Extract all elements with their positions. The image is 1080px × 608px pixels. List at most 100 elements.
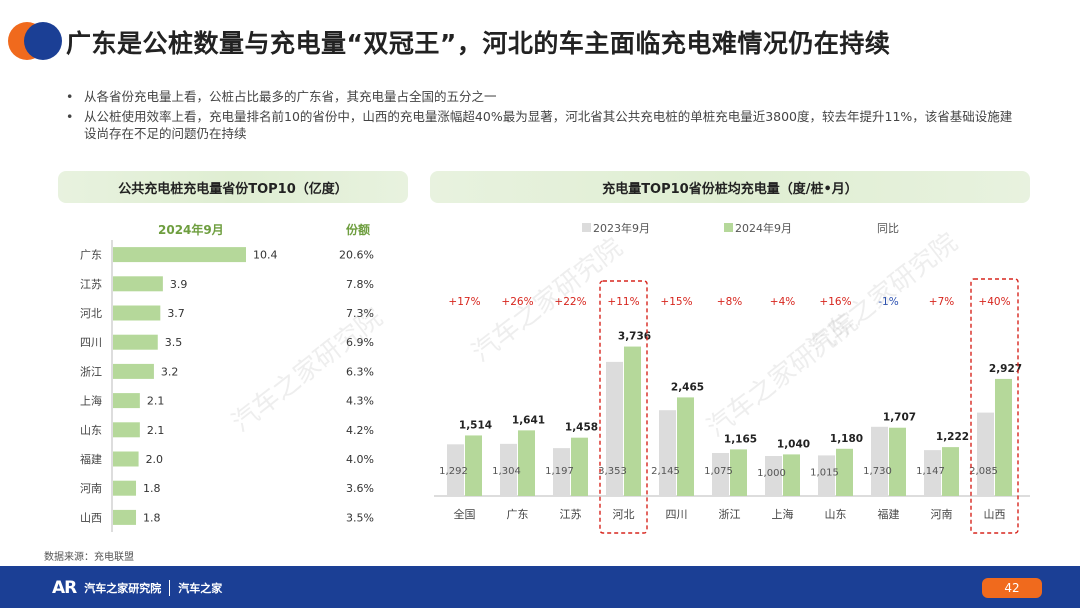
share-label: 7.3% <box>346 307 374 320</box>
bar <box>113 393 140 409</box>
category-label: 山西 <box>984 508 1006 521</box>
value-label: 3.5 <box>165 336 183 349</box>
value-label: 2.1 <box>147 395 165 408</box>
share-label: 3.6% <box>346 482 374 495</box>
category-label: 江苏 <box>560 508 582 521</box>
value-label-2024: 1,707 <box>883 412 916 424</box>
bar <box>113 247 246 263</box>
bullet-item: 从公桩使用效率上看，充电量排名前10的省份中，山西的充电量涨幅超40%最为显著，… <box>62 108 1022 142</box>
data-source-note: 数据来源：充电联盟 <box>44 552 134 563</box>
legend-label: 同比 <box>877 222 899 235</box>
category-label: 河北 <box>613 508 635 521</box>
value-label-2024: 1,180 <box>830 433 863 445</box>
category-label: 福建 <box>80 452 102 466</box>
bar <box>113 509 137 525</box>
legend-swatch <box>724 223 733 232</box>
value-label: 2.0 <box>146 453 164 466</box>
footer-brand: AR 汽车之家研究院 汽车之家 <box>52 578 222 598</box>
bar-2023 <box>659 410 676 496</box>
value-label: 1.8 <box>143 482 161 495</box>
bar-2024 <box>836 448 853 496</box>
legend-label: 2024年9月 <box>735 221 792 235</box>
yoy-label: +40% <box>978 296 1010 308</box>
category-label: 浙江 <box>719 508 741 521</box>
bar-2023 <box>553 448 570 496</box>
bar-2024 <box>465 435 482 496</box>
category-label: 四川 <box>666 508 688 521</box>
share-label: 7.8% <box>346 278 374 291</box>
share-label: 4.0% <box>346 453 374 466</box>
right-grouped-bar-chart: 2023年9月 2024年9月 同比 1,292 1,514 全国 +17% 1,304 1,6… <box>434 221 1030 534</box>
value-label-2024: 1,040 <box>777 438 810 450</box>
value-label: 3.2 <box>161 365 179 378</box>
bar-2024 <box>730 449 747 496</box>
category-label: 河南 <box>931 508 953 521</box>
bar-2024 <box>783 454 800 496</box>
value-label-2023: 2,145 <box>651 466 680 477</box>
category-label: 山东 <box>825 508 847 521</box>
brand-dots-logo <box>8 22 62 60</box>
bar-2023 <box>447 444 464 496</box>
footer-bar: AR 汽车之家研究院 汽车之家 42 <box>0 566 1080 608</box>
category-label: 江苏 <box>80 278 102 291</box>
bar-2023 <box>606 361 623 496</box>
category-label: 河北 <box>80 307 102 320</box>
category-label: 广东 <box>80 249 102 262</box>
category-label: 河南 <box>80 482 102 495</box>
brand-sub: 汽车之家 <box>178 582 223 595</box>
value-label-2023: 1,730 <box>863 466 892 477</box>
bar <box>113 305 161 321</box>
blue-dot <box>24 22 62 60</box>
bar <box>113 451 139 467</box>
yoy-label: +4% <box>770 296 795 308</box>
value-label-2023: 3,353 <box>598 466 627 477</box>
category-label: 上海 <box>772 507 794 521</box>
bar <box>113 422 140 438</box>
share-label: 3.5% <box>346 511 374 524</box>
value-label-2024: 2,465 <box>671 381 704 393</box>
category-label: 广东 <box>507 508 529 521</box>
bar <box>113 363 154 379</box>
value-label-2023: 1,147 <box>916 466 945 477</box>
bar-2023 <box>500 443 517 496</box>
value-label-2023: 1,292 <box>439 466 468 477</box>
value-label-2023: 1,000 <box>757 468 786 479</box>
brand-logo-mark: AR <box>52 578 77 598</box>
bar-2024 <box>571 437 588 496</box>
bar-2024 <box>624 346 641 496</box>
value-label-2023: 1,015 <box>810 467 839 478</box>
yoy-label: +22% <box>554 296 586 308</box>
bar <box>113 334 158 350</box>
yoy-label: +11% <box>607 296 639 308</box>
highlight-box <box>970 278 1019 534</box>
bar-2023 <box>765 456 782 496</box>
value-label: 3.9 <box>170 278 188 291</box>
share-label: 4.2% <box>346 424 374 437</box>
value-label: 2.1 <box>147 424 165 437</box>
bar <box>113 480 137 496</box>
page-number: 42 <box>982 578 1042 598</box>
value-label-2024: 1,641 <box>512 414 545 426</box>
value-label-2024: 1,458 <box>565 422 598 434</box>
bar-2023 <box>871 426 888 496</box>
value-label: 3.7 <box>167 307 185 320</box>
bar-2023 <box>924 450 941 496</box>
category-label: 全国 <box>454 507 476 521</box>
yoy-label: +26% <box>501 296 533 308</box>
share-label: 20.6% <box>339 249 374 262</box>
share-label: 6.9% <box>346 336 374 349</box>
legend-label: 2023年9月 <box>593 221 650 235</box>
left-panel-title: 公共充电桩充电量省份TOP10（亿度） <box>58 171 408 203</box>
right-panel-title: 充电量TOP10省份桩均充电量（度/桩•月） <box>430 171 1030 203</box>
bar-2024 <box>889 427 906 496</box>
bullet-list: 从各省份充电量上看，公桩占比最多的广东省，其充电量占全国的五分之一 从公桩使用效… <box>62 88 1022 145</box>
brand-name: 汽车之家研究院 <box>84 582 162 595</box>
bar-2023 <box>977 412 994 496</box>
brand-divider <box>169 580 171 596</box>
category-label: 四川 <box>80 336 102 349</box>
value-label-2024: 1,514 <box>459 419 492 431</box>
yoy-label: +17% <box>448 296 480 308</box>
bar-2024 <box>942 447 959 496</box>
value-label-2024: 3,736 <box>618 331 651 343</box>
category-label: 山东 <box>80 424 102 437</box>
